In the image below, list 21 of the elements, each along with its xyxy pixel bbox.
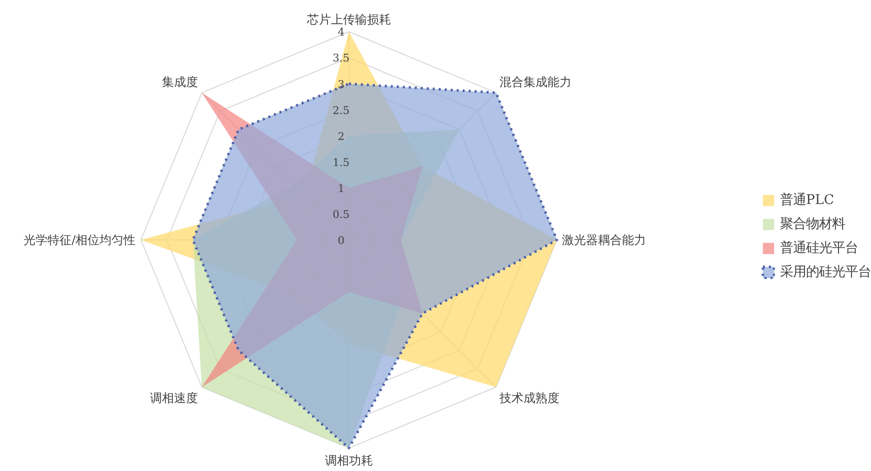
legend-label: 聚合物材料 — [780, 216, 845, 232]
spoke-label: 调相功耗 — [324, 453, 373, 468]
spoke-label: 调相速度 — [150, 390, 198, 405]
spoke-label: 激光器耦合能力 — [562, 232, 646, 247]
spoke-label: 技术成熟度 — [498, 390, 560, 405]
y-tick-label: 2.5 — [332, 104, 350, 117]
legend-label: 采用的硅光平台 — [780, 264, 871, 280]
y-tick-label: 4 — [338, 26, 345, 39]
legend-label: 普通硅光平台 — [780, 240, 858, 256]
y-tick-label: 0 — [338, 234, 345, 247]
spoke-label: 芯片上传输损耗 — [306, 12, 391, 27]
y-tick-label: 0.5 — [332, 208, 350, 221]
y-tick-label: 3.5 — [332, 52, 350, 65]
spoke-label: 集成度 — [162, 75, 198, 90]
spoke-label: 混合集成能力 — [500, 75, 572, 90]
spoke-label: 光学特征/相位均匀性 — [24, 232, 136, 247]
legend-label: 普通PLC — [780, 192, 834, 208]
y-tick-label: 2 — [338, 130, 344, 143]
y-tick-label: 3 — [338, 78, 344, 91]
y-tick-label: 1.5 — [332, 156, 350, 169]
y-tick-label: 1 — [338, 182, 344, 195]
